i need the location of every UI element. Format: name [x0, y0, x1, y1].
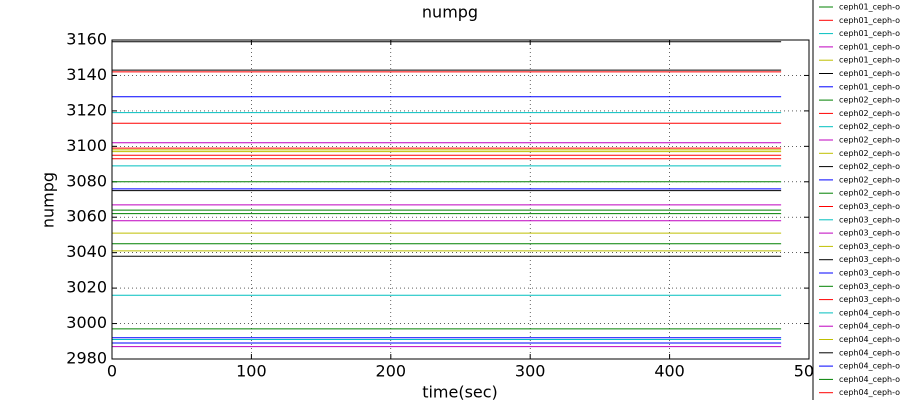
y-tick-label: 3020 [66, 278, 107, 297]
legend-label: ceph04_ceph-o [839, 362, 900, 371]
legend-label: ceph03_ceph-o [839, 229, 900, 238]
y-tick-label: 3060 [66, 207, 107, 226]
legend-label: ceph02_ceph-o [839, 162, 900, 171]
legend-label: ceph02_ceph-o [839, 96, 900, 105]
legend-label: ceph03_ceph-o [839, 295, 900, 304]
legend-label: ceph01_ceph-o [839, 82, 900, 91]
legend-label: ceph04_ceph-o [839, 388, 900, 397]
x-axis-label: time(sec) [422, 383, 498, 400]
y-tick-label: 3160 [66, 30, 107, 49]
legend-label: ceph04_ceph-o [839, 322, 900, 331]
legend-label: ceph03_ceph-o [839, 202, 900, 211]
legend-box [812, 0, 900, 400]
legend-label: ceph03_ceph-o [839, 242, 900, 251]
y-tick-label: 3120 [66, 100, 107, 119]
legend-label: ceph04_ceph-o [839, 375, 900, 384]
legend-label: ceph03_ceph-o [839, 269, 900, 278]
legend-label: ceph01_ceph-o [839, 69, 900, 78]
legend-label: ceph01_ceph-o [839, 42, 900, 51]
legend-label: ceph04_ceph-o [839, 348, 900, 357]
x-tick-label: 0 [107, 362, 117, 381]
x-tick-label: 400 [654, 362, 685, 381]
legend-label: ceph01_ceph-o [839, 16, 900, 25]
y-tick-label: 3080 [66, 171, 107, 190]
legend-label: ceph02_ceph-o [839, 189, 900, 198]
legend-label: ceph01_ceph-o [839, 29, 900, 38]
x-tick-label: 200 [376, 362, 407, 381]
legend-label: ceph02_ceph-o [839, 136, 900, 145]
legend-label: ceph03_ceph-o [839, 255, 900, 264]
x-tick-label: 100 [236, 362, 267, 381]
legend-label: ceph02_ceph-o [839, 122, 900, 131]
chart-title: numpg [422, 3, 478, 22]
y-tick-label: 3100 [66, 136, 107, 155]
legend-label: ceph03_ceph-o [839, 282, 900, 291]
y-axis-label: numpg [39, 172, 58, 228]
legend-label: ceph01_ceph-o [839, 3, 900, 12]
legend-label: ceph04_ceph-o [839, 308, 900, 317]
plot-frame [111, 39, 810, 360]
y-tick-label: 3000 [66, 313, 107, 332]
y-tick-label: 3140 [66, 65, 107, 84]
legend-label: ceph02_ceph-o [839, 109, 900, 118]
legend-label: ceph02_ceph-o [839, 175, 900, 184]
y-tick-label: 2980 [66, 349, 107, 368]
legend-label: ceph04_ceph-o [839, 335, 900, 344]
x-tick-label: 300 [515, 362, 546, 381]
y-tick-label: 3040 [66, 242, 107, 261]
legend-label: ceph03_ceph-o [839, 215, 900, 224]
legend-label: ceph01_ceph-o [839, 56, 900, 65]
legend-label: ceph02_ceph-o [839, 149, 900, 158]
